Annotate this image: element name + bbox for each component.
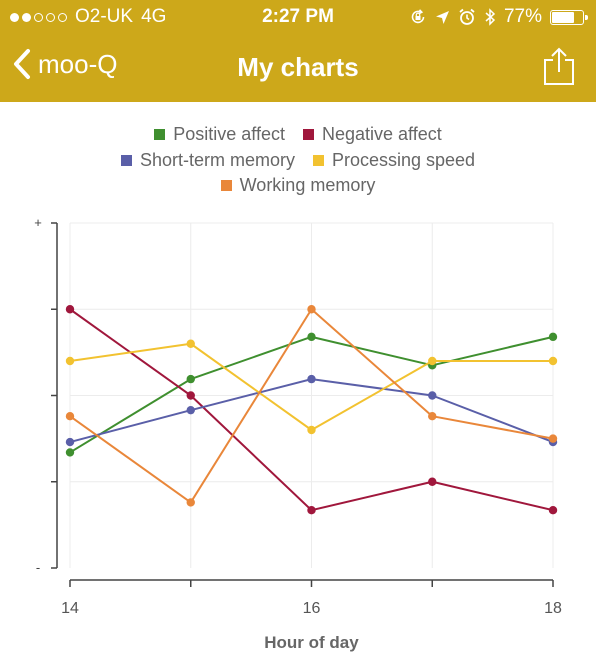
data-point-working-memory [65, 412, 75, 421]
legend-label: Positive affect [173, 124, 285, 144]
status-bar: O2-UK 4G 2:27 PM 77% [0, 0, 596, 34]
location-arrow-icon [435, 10, 449, 24]
data-point-processing-speed [428, 356, 437, 366]
data-point-processing-speed [65, 356, 75, 366]
legend-item-negative-affect[interactable]: Negative affect [302, 122, 442, 148]
signal-dot [58, 12, 67, 22]
page-title: My charts [237, 52, 359, 82]
legend-item-processing-speed[interactable]: Processing speed [312, 148, 476, 174]
data-point-short-term-memory [65, 437, 75, 447]
legend-swatch [154, 129, 166, 141]
legend-swatch [312, 154, 324, 166]
bluetooth-icon [485, 8, 496, 26]
x-axis-title: Hour of day [264, 633, 359, 652]
battery-percent: 77% [503, 6, 542, 27]
data-point-negative-affect [548, 506, 558, 515]
signal-strength-icon [10, 12, 67, 22]
data-point-working-memory [548, 434, 558, 443]
y-axis-bottom-marker: - [36, 560, 40, 575]
share-icon [544, 47, 574, 85]
legend-item-short-term-memory[interactable]: Short-term memory [120, 148, 295, 174]
legend-item-working-memory[interactable]: Working memory [220, 173, 376, 199]
data-point-negative-affect [428, 477, 437, 486]
data-point-processing-speed [548, 356, 558, 366]
x-tick-label: 18 [544, 600, 562, 617]
data-point-short-term-memory [186, 405, 195, 415]
data-point-processing-speed [307, 425, 316, 435]
data-point-short-term-memory [307, 374, 316, 384]
data-point-positive-affect [65, 448, 75, 457]
legend-label: Processing speed [331, 149, 476, 170]
signal-dot [22, 12, 31, 22]
data-point-negative-affect [186, 391, 195, 400]
data-point-negative-affect [65, 305, 75, 314]
legend-label: Negative affect [321, 124, 442, 144]
signal-dot [34, 12, 43, 22]
legend-item-positive-affect[interactable]: Positive affect [154, 122, 285, 148]
back-button-label: moo-Q [38, 48, 118, 79]
battery-icon [550, 9, 588, 25]
navigation-bar: moo-Q My charts [0, 34, 596, 102]
legend-swatch [220, 180, 232, 192]
alarm-icon [459, 8, 475, 25]
data-point-negative-affect [307, 506, 316, 515]
signal-dot [10, 12, 19, 22]
x-tick-label: 16 [303, 600, 321, 617]
chevron-left-icon [14, 49, 30, 79]
x-tick-label: 14 [61, 600, 79, 617]
network-type: 4G [141, 6, 167, 27]
legend-label: Working memory [239, 175, 376, 195]
data-point-positive-affect [186, 374, 195, 384]
data-point-working-memory [428, 412, 437, 421]
data-point-processing-speed [186, 339, 195, 348]
chart-legend: Positive affect Negative affect Short-te… [0, 122, 596, 199]
data-point-working-memory [307, 305, 316, 314]
legend-swatch [120, 154, 132, 166]
signal-dot [46, 12, 55, 22]
back-button[interactable]: moo-Q [12, 48, 117, 80]
data-point-positive-affect [307, 332, 316, 342]
data-point-working-memory [186, 498, 195, 507]
status-time: 2:27 PM [262, 6, 334, 27]
legend-swatch [302, 129, 314, 141]
data-point-short-term-memory [428, 391, 437, 400]
legend-label: Short-term memory [139, 149, 295, 170]
rotation-lock-icon [411, 9, 425, 24]
share-button[interactable] [542, 46, 576, 91]
data-point-positive-affect [548, 332, 558, 342]
carrier-name: O2-UK [75, 6, 134, 27]
y-axis-top-marker: + [34, 215, 42, 230]
